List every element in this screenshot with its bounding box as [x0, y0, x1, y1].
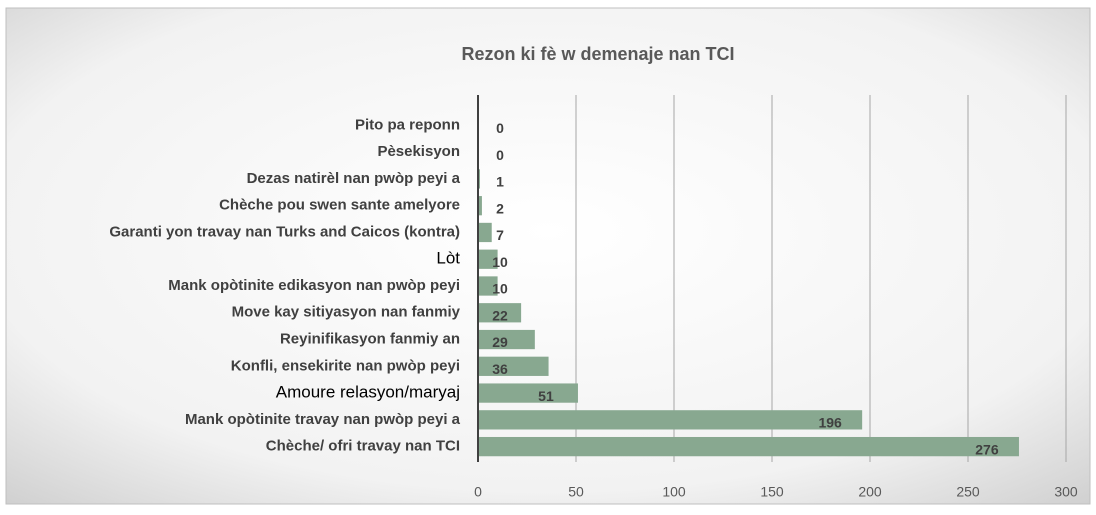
data-label: 10: [492, 281, 508, 297]
x-tick-label: 100: [662, 484, 686, 500]
data-label: 7: [496, 227, 504, 243]
data-label: 2: [496, 200, 504, 216]
bar: [478, 436, 1019, 457]
bar: [478, 276, 498, 296]
x-tick-label: 250: [956, 484, 980, 500]
bar: [478, 329, 535, 350]
y-tick-label: Reyinifikasyon fanmiy an: [280, 331, 460, 348]
y-tick-label: Amoure relasyon/maryaj: [276, 383, 460, 402]
data-label: 0: [496, 120, 504, 136]
y-tick-label: Dezas natirèl nan pwòp peyi a: [247, 170, 461, 187]
data-label: 10: [492, 254, 508, 270]
data-label: 51: [538, 388, 554, 404]
y-tick-label: Lòt: [436, 249, 460, 268]
data-label: 196: [818, 415, 842, 431]
bar: [478, 356, 549, 376]
bar: [478, 410, 863, 430]
y-tick-label: Mank opòtinite travay nan pwòp peyi a: [185, 411, 461, 428]
x-tick-label: 150: [760, 484, 784, 500]
chart-background: [5, 7, 1091, 505]
y-tick-label: Chèche/ ofri travay nan TCI: [266, 438, 460, 455]
y-tick-label: Pito pa reponn: [355, 116, 460, 133]
y-tick-label: Pèsekisyon: [377, 143, 460, 160]
data-label: 276: [975, 441, 999, 457]
x-tick-label: 300: [1054, 484, 1078, 500]
y-tick-label: Konfli, ensekirite nan pwòp peyi: [231, 357, 460, 374]
y-tick-label: Garanti yon travay nan Turks and Caicos …: [109, 223, 460, 240]
y-tick-label: Mank opòtinite edikasyon nan pwòp peyi: [168, 277, 460, 294]
y-tick-label: Chèche pou swen sante amelyore: [219, 197, 460, 214]
bar: [478, 249, 498, 269]
chart-title: Rezon ki fè w demenaje nan TCI: [461, 44, 734, 64]
data-label: 1: [496, 174, 504, 190]
bar: [478, 222, 492, 243]
data-label: 29: [492, 334, 508, 350]
data-label: 0: [496, 147, 504, 163]
x-tick-label: 0: [474, 484, 482, 500]
bar: [478, 383, 578, 403]
bar: [478, 196, 482, 216]
x-tick-label: 200: [858, 484, 882, 500]
x-tick-label: 50: [568, 484, 584, 500]
y-tick-label: Move kay sitiyasyon nan fanmiy: [232, 304, 461, 321]
data-label: 36: [492, 361, 508, 377]
data-label: 22: [492, 307, 508, 323]
bar: [478, 303, 522, 323]
